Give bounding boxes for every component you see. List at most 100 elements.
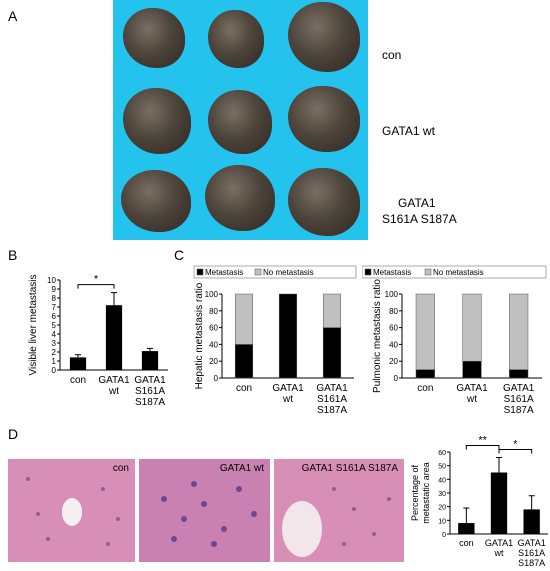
x-tick-label: con <box>459 538 474 548</box>
y-tick-label: 8 <box>52 294 57 303</box>
y-tick-label: 4 <box>52 330 57 339</box>
y-axis-label: metastatic area <box>421 462 431 524</box>
histology-image-gata1-wt: GATA1 wt <box>139 459 270 562</box>
legend-swatch <box>364 268 372 276</box>
x-tick-label: S161A <box>317 394 347 405</box>
liver-image <box>208 10 264 68</box>
group-label-gata1: GATA1 <box>398 196 436 210</box>
panel-label-a: A <box>8 8 18 24</box>
x-tick-label: S161A <box>504 394 534 405</box>
significance-bracket <box>465 444 500 450</box>
bar-segment <box>234 344 254 379</box>
y-tick-label: 20 <box>389 357 398 366</box>
liver-image <box>288 86 360 152</box>
liver-image <box>205 165 275 231</box>
bar <box>105 305 123 370</box>
liver-image <box>123 88 191 154</box>
panel-label-b: B <box>8 247 18 263</box>
x-tick-label: con <box>236 383 252 394</box>
y-tick-label: 0 <box>214 374 219 383</box>
x-tick-label: wt <box>108 386 119 397</box>
histology-image-con: con <box>8 459 135 562</box>
y-tick-label: 7 <box>52 303 57 312</box>
legend-swatch <box>254 268 262 276</box>
bar-segment <box>322 327 342 379</box>
y-tick-label: 2 <box>52 348 57 357</box>
bar-segment <box>509 293 529 370</box>
y-tick-label: 10 <box>47 276 56 285</box>
x-tick-label: GATA1 <box>316 383 348 394</box>
legend-box <box>362 265 547 279</box>
x-tick-label: GATA1 <box>485 538 513 548</box>
y-tick-label: 40 <box>438 477 446 484</box>
group-label-gata1-wt: GATA1 wt <box>382 124 435 138</box>
y-tick-label: 60 <box>389 324 398 333</box>
panel-label-d: D <box>8 426 19 442</box>
bar <box>458 523 475 534</box>
y-tick-label: 9 <box>52 285 57 294</box>
y-tick-label: 10 <box>438 518 446 525</box>
y-tick-label: 60 <box>209 324 218 333</box>
y-tick-label: 20 <box>209 357 218 366</box>
bar-segment <box>509 369 529 379</box>
panel-label-c: C <box>174 247 185 263</box>
x-tick-label: wt <box>282 394 293 405</box>
group-label-mutant: S161A S187A <box>382 212 457 226</box>
bar <box>523 509 540 534</box>
y-tick-label: 6 <box>52 312 57 321</box>
bar-segment <box>322 293 342 328</box>
legend-swatch <box>424 268 432 276</box>
y-tick-label: 3 <box>52 339 57 348</box>
significance-mark: * <box>94 274 99 286</box>
x-tick-label: GATA1 <box>272 383 304 394</box>
y-tick-label: 1 <box>52 357 57 366</box>
x-tick-label: wt <box>466 394 477 405</box>
legend-entry: No metastasis <box>263 268 314 277</box>
liver-image <box>123 8 185 68</box>
significance-bracket <box>498 448 533 454</box>
bar <box>141 351 159 370</box>
bar-segment <box>234 293 254 345</box>
x-tick-label: GATA1 <box>98 375 130 386</box>
chart-d: Percentage of metastatic area 0 10 20 30 40 50 6… <box>410 434 548 568</box>
x-tick-label: S161A <box>518 548 545 558</box>
y-tick-label: 5 <box>52 321 57 330</box>
y-tick-label: 100 <box>205 290 219 299</box>
chart-c-hepatic: Hepatic metastasis ratio 0 20 40 60 80 100 con G… <box>193 265 357 416</box>
y-tick-label: 0 <box>394 374 399 383</box>
x-tick-label: GATA1 <box>503 383 535 394</box>
significance-mark: * <box>513 438 518 450</box>
y-tick-label: 20 <box>438 505 446 512</box>
x-tick-label: GATA1 <box>456 383 488 394</box>
liver-image <box>288 168 360 236</box>
liver-image <box>288 2 360 72</box>
liver-image <box>121 170 191 232</box>
histology-label: GATA1 wt <box>219 463 264 474</box>
x-tick-label: GATA1 <box>134 375 166 386</box>
y-tick-label: 30 <box>438 491 446 498</box>
legend-swatch <box>196 268 204 276</box>
y-axis-label: Hepatic metastasis ratio <box>194 282 205 389</box>
histology-image-mutant: GATA1 S161A S187A <box>274 459 404 562</box>
histology-label: GATA1 S161A S187A <box>301 463 398 474</box>
x-tick-label: S187A <box>317 405 347 416</box>
x-tick-label: con <box>417 383 433 394</box>
y-axis-label: Visible liver metastasis <box>28 275 39 376</box>
x-tick-label: S187A <box>504 405 534 416</box>
x-tick-label: S187A <box>135 397 165 408</box>
y-tick-label: 100 <box>385 290 399 299</box>
chart-c-pulmonic: Pulmonic metastasis ratio 0 20 40 60 80 100 con… <box>362 265 547 416</box>
y-tick-label: 40 <box>209 340 218 349</box>
y-tick-label: 0 <box>442 532 446 539</box>
bar-segment <box>415 293 435 370</box>
y-tick-label: 40 <box>389 340 398 349</box>
y-tick-label: 50 <box>438 464 446 471</box>
group-label-con: con <box>382 48 402 62</box>
bar <box>490 472 508 534</box>
legend-entry: Metastasis <box>373 268 411 277</box>
y-tick-label: 80 <box>389 307 398 316</box>
x-tick-label: con <box>70 375 86 386</box>
y-tick-label: 60 <box>438 450 446 457</box>
y-tick-label: 0 <box>52 366 57 375</box>
